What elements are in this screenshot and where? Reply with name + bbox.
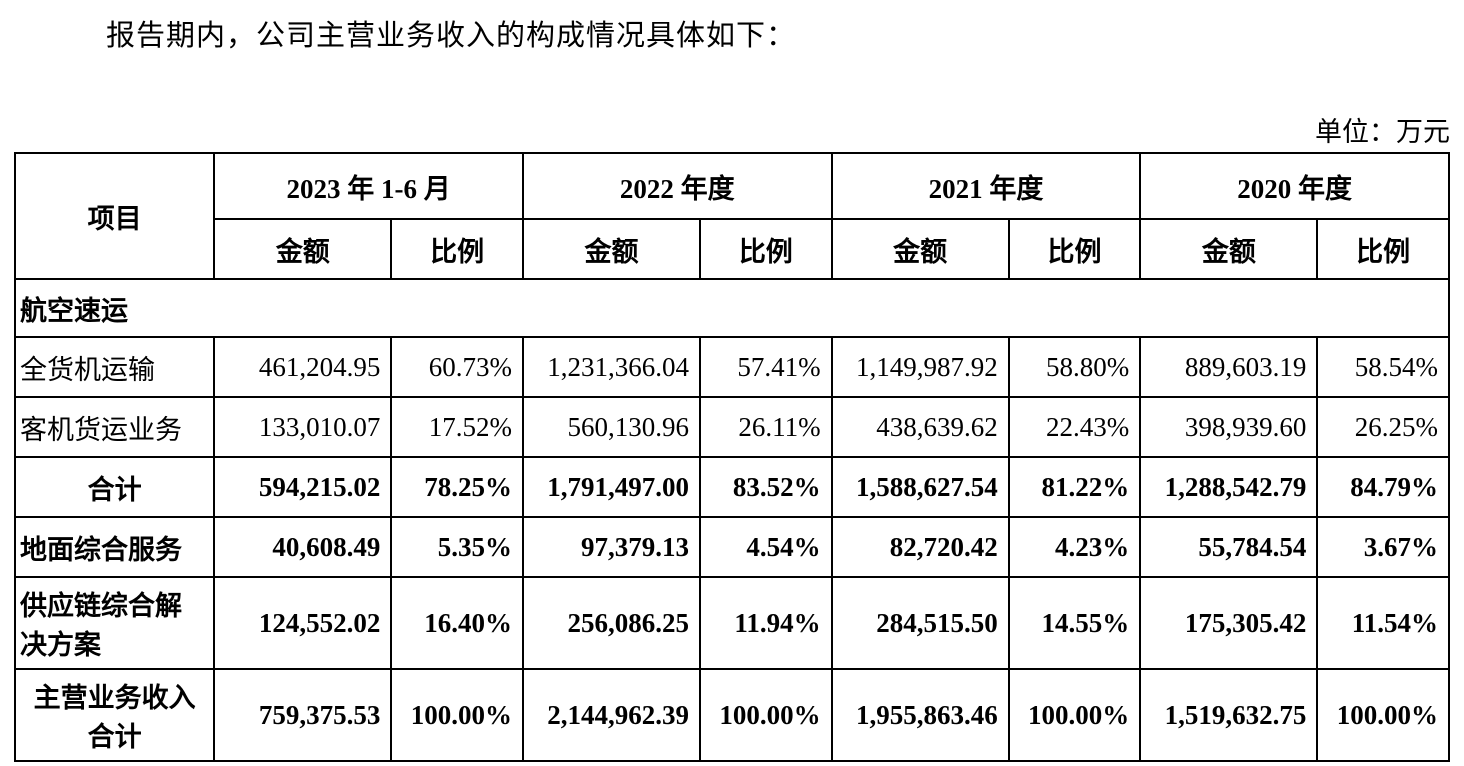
cell: 78.25% xyxy=(390,456,524,518)
cell: 100.00% xyxy=(390,668,524,762)
column-header-ratio: 比例 xyxy=(1316,218,1450,280)
row-label: 合计 xyxy=(13,456,216,518)
table-row-supply-chain: 供应链综合解决方案 124,552.02 16.40% 256,086.25 1… xyxy=(13,576,1450,670)
cell: 14.55% xyxy=(1007,576,1142,670)
cell: 81.22% xyxy=(1007,456,1142,518)
column-header-period-2021: 2021 年度 xyxy=(830,152,1142,220)
unit-label: 单位：万元 xyxy=(1315,117,1450,147)
cell: 889,603.19 xyxy=(1139,336,1319,398)
row-label: 地面综合服务 xyxy=(13,516,216,578)
section-header-label: 航空速运 xyxy=(14,278,1450,338)
cell: 3.67% xyxy=(1316,516,1450,578)
cell: 2,144,962.39 xyxy=(521,668,702,762)
column-header-period-2020: 2020 年度 xyxy=(1139,152,1450,220)
column-header-period-2023: 2023 年 1-6 月 xyxy=(213,152,524,220)
cell: 1,588,627.54 xyxy=(830,456,1010,518)
intro-paragraph: 报告期内，公司主营业务收入的构成情况具体如下： xyxy=(106,20,797,52)
cell: 84.79% xyxy=(1316,456,1450,518)
revenue-composition-table: 项目 2023 年 1-6 月 2022 年度 2021 年度 2020 年度 … xyxy=(13,152,1450,762)
table-row-ground-services: 地面综合服务 40,608.49 5.35% 97,379.13 4.54% 8… xyxy=(13,516,1450,578)
cell: 1,791,497.00 xyxy=(521,456,702,518)
column-header-amount: 金额 xyxy=(521,218,702,280)
cell: 560,130.96 xyxy=(521,396,702,458)
column-header-amount: 金额 xyxy=(1139,218,1319,280)
cell: 57.41% xyxy=(699,336,833,398)
cell: 1,231,366.04 xyxy=(521,336,702,398)
row-label: 全货机运输 xyxy=(13,336,216,398)
cell: 438,639.62 xyxy=(830,396,1010,458)
cell: 256,086.25 xyxy=(521,576,702,670)
cell: 175,305.42 xyxy=(1139,576,1319,670)
cell: 55,784.54 xyxy=(1139,516,1319,578)
cell: 759,375.53 xyxy=(213,668,393,762)
cell: 100.00% xyxy=(1316,668,1450,762)
cell: 83.52% xyxy=(699,456,833,518)
cell: 594,215.02 xyxy=(213,456,393,518)
row-label: 供应链综合解决方案 xyxy=(13,576,216,670)
table-row-total: 主营业务收入合计 759,375.53 100.00% 2,144,962.39… xyxy=(13,668,1450,762)
row-label: 主营业务收入合计 xyxy=(13,668,216,762)
table-row-subtotal: 合计 594,215.02 78.25% 1,791,497.00 83.52%… xyxy=(13,456,1450,518)
column-header-amount: 金额 xyxy=(213,218,393,280)
section-row-air-express: 航空速运 xyxy=(14,278,1450,338)
cell: 4.23% xyxy=(1007,516,1142,578)
cell: 11.94% xyxy=(699,576,833,670)
cell: 133,010.07 xyxy=(213,396,393,458)
cell: 1,955,863.46 xyxy=(830,668,1010,762)
cell: 26.11% xyxy=(699,396,833,458)
cell: 1,288,542.79 xyxy=(1139,456,1319,518)
column-header-amount: 金额 xyxy=(830,218,1010,280)
cell: 100.00% xyxy=(1007,668,1142,762)
cell: 17.52% xyxy=(390,396,524,458)
cell: 22.43% xyxy=(1007,396,1142,458)
cell: 1,149,987.92 xyxy=(830,336,1010,398)
cell: 4.54% xyxy=(699,516,833,578)
cell: 461,204.95 xyxy=(213,336,393,398)
table-row: 全货机运输 461,204.95 60.73% 1,231,366.04 57.… xyxy=(13,336,1450,398)
table-row: 客机货运业务 133,010.07 17.52% 560,130.96 26.1… xyxy=(13,396,1450,458)
column-header-ratio: 比例 xyxy=(390,218,524,280)
cell: 60.73% xyxy=(390,336,524,398)
cell: 124,552.02 xyxy=(213,576,393,670)
column-header-period-2022: 2022 年度 xyxy=(521,152,833,220)
column-header-item: 项目 xyxy=(13,152,216,280)
cell: 58.80% xyxy=(1007,336,1142,398)
cell: 5.35% xyxy=(390,516,524,578)
cell: 100.00% xyxy=(699,668,833,762)
cell: 11.54% xyxy=(1316,576,1450,670)
row-label: 客机货运业务 xyxy=(13,396,216,458)
cell: 398,939.60 xyxy=(1139,396,1319,458)
cell: 284,515.50 xyxy=(830,576,1010,670)
table-header-row-periods: 项目 2023 年 1-6 月 2022 年度 2021 年度 2020 年度 xyxy=(13,152,1450,280)
cell: 16.40% xyxy=(390,576,524,670)
cell: 82,720.42 xyxy=(830,516,1010,578)
cell: 1,519,632.75 xyxy=(1139,668,1319,762)
column-header-ratio: 比例 xyxy=(699,218,833,280)
cell: 97,379.13 xyxy=(521,516,702,578)
table-header-row-subheaders: 金额 比例 金额 比例 金额 比例 金额 比例 xyxy=(15,218,1450,280)
cell: 58.54% xyxy=(1316,336,1450,398)
cell: 40,608.49 xyxy=(213,516,393,578)
cell: 26.25% xyxy=(1316,396,1450,458)
column-header-ratio: 比例 xyxy=(1007,218,1142,280)
